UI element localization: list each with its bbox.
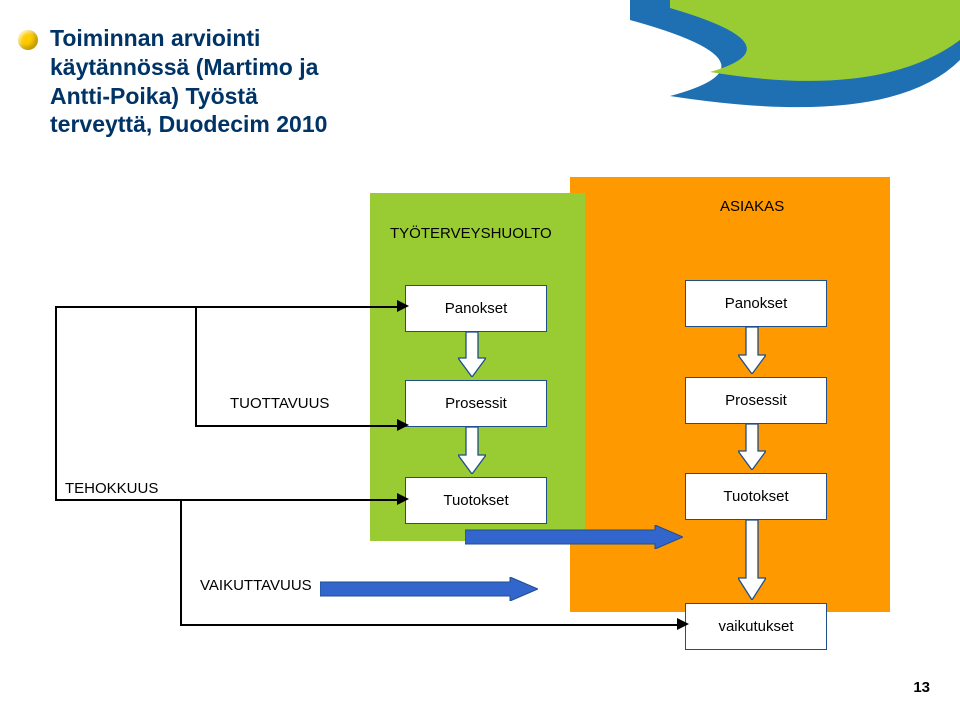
title-line-4: terveyttä, Duodecim 2010 [50, 110, 610, 139]
arrow-down-5 [738, 520, 766, 600]
arrow-down-2 [458, 427, 486, 474]
box-tuotokset-left: Tuotokset [405, 477, 547, 524]
box-panokset-left: Panokset [405, 285, 547, 332]
line [195, 306, 397, 308]
arrow-down-1 [458, 332, 486, 377]
line [195, 425, 397, 427]
slide-title: Toiminnan arviointi käytännössä (Martimo… [50, 24, 610, 139]
slide: Toiminnan arviointi käytännössä (Martimo… [0, 0, 960, 710]
line [180, 624, 677, 626]
line [195, 306, 197, 425]
line [180, 499, 195, 501]
line [55, 306, 57, 499]
label-asiakas: ASIAKAS [720, 198, 784, 215]
arrowhead-icon [397, 300, 409, 312]
title-line-3: Antti-Poika) Työstä [50, 82, 610, 111]
label-tehokkuus: TEHOKKUUS [65, 480, 158, 497]
arrow-blue-tuotokset [465, 525, 683, 549]
box-prosessit-right: Prosessit [685, 377, 827, 424]
page-number: 13 [913, 679, 930, 696]
box-vaikutukset: vaikutukset [685, 603, 827, 650]
title-line-2: käytännössä (Martimo ja [50, 53, 610, 82]
box-prosessit-left: Prosessit [405, 380, 547, 427]
line [180, 499, 182, 624]
header-swoosh [630, 0, 960, 130]
arrowhead-icon [677, 618, 689, 630]
box-panokset-right: Panokset [685, 280, 827, 327]
label-tuottavuus: TUOTTAVUUS [230, 395, 329, 412]
bullet-icon [18, 30, 38, 50]
arrow-down-3 [738, 327, 766, 374]
arrow-blue-vaikuttavuus [320, 577, 538, 601]
arrow-down-4 [738, 424, 766, 470]
arrowhead-icon [397, 419, 409, 431]
label-tyoterveyshuolto: TYÖTERVEYSHUOLTO [390, 225, 552, 242]
box-tuotokset-right: Tuotokset [685, 473, 827, 520]
line [55, 306, 195, 308]
title-line-1: Toiminnan arviointi [50, 24, 610, 53]
label-vaikuttavuus: VAIKUTTAVUUS [200, 577, 312, 594]
arrowhead-icon [397, 493, 409, 505]
line [55, 499, 397, 501]
